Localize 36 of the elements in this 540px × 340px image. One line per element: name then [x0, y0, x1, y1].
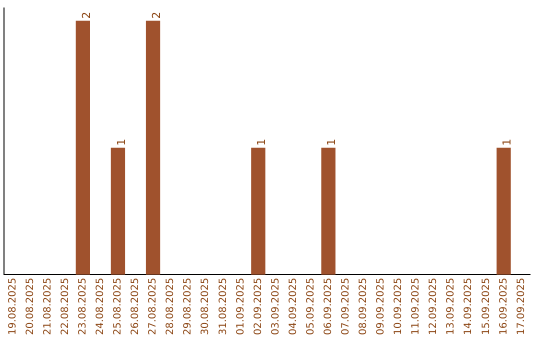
x-tick-label: 16.09.2025	[498, 278, 510, 336]
x-tick-label: 20.08.2025	[24, 278, 36, 336]
x-tick-label: 29.08.2025	[182, 278, 194, 336]
x-tick-label: 11.09.2025	[410, 278, 422, 336]
x-tick-label: 09.09.2025	[376, 278, 387, 336]
x-tick-label: 23.08.2025	[77, 278, 88, 336]
data-label: 1	[255, 138, 268, 146]
x-tick-label: 14.09.2025	[463, 278, 474, 336]
x-tick-label: 12.09.2025	[428, 278, 440, 336]
x-tick-label: 27.08.2025	[148, 278, 159, 336]
data-label: 2	[80, 12, 93, 19]
x-tick-label: 01.09.2025	[235, 278, 246, 336]
x-tick-label: 02.09.2025	[252, 278, 264, 336]
x-tick-label: 07.09.2025	[340, 278, 352, 336]
x-tick-label: 31.08.2025	[218, 278, 229, 336]
x-tick-label: 19.08.2025	[7, 278, 18, 336]
x-tick-label: 06.09.2025	[322, 278, 334, 336]
data-label: 2	[150, 12, 163, 19]
x-tick-label: 04.09.2025	[288, 278, 299, 336]
x-tick-label: 13.09.2025	[446, 278, 457, 336]
x-tick-label: 17.09.2025	[516, 278, 527, 336]
data-label: 1	[114, 138, 128, 146]
data-label: 1	[500, 138, 514, 146]
data-label: 1	[325, 138, 338, 146]
x-tick-label: 15.09.2025	[480, 278, 492, 336]
x-tick-label: 24.08.2025	[95, 278, 106, 336]
x-tick-label: 05.09.2025	[305, 278, 316, 336]
x-tick-label: 30.08.2025	[200, 278, 212, 336]
x-tick-label: 28.08.2025	[165, 278, 176, 336]
x-tick-label: 08.09.2025	[358, 278, 370, 336]
x-tick-label: 21.08.2025	[42, 278, 54, 336]
x-tick-label: 22.08.2025	[60, 278, 71, 336]
x-tick-label: 26.08.2025	[130, 278, 142, 336]
x-tick-label: 10.09.2025	[393, 278, 404, 336]
x-tick-label: 03.09.2025	[270, 278, 282, 336]
x-tick-label: 25.08.2025	[112, 278, 124, 336]
